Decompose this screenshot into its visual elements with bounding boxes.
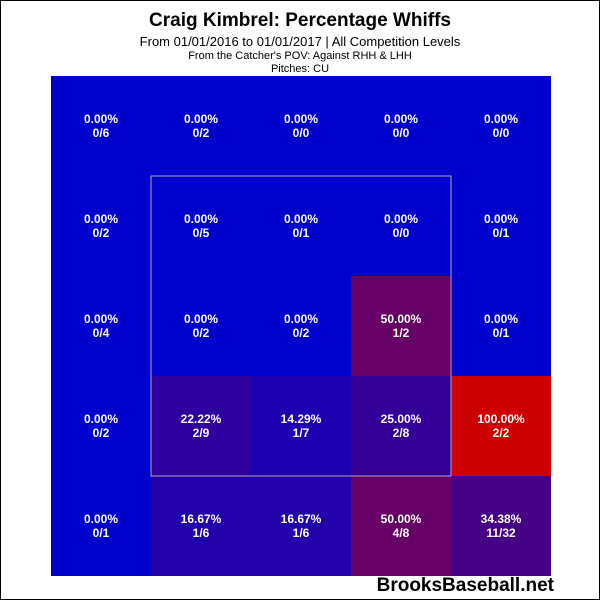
strike-zone-outline: [150, 175, 452, 477]
heatmap-cell-r3-c0: [51, 376, 151, 476]
cell-count-r4-c0: 0/1: [93, 526, 110, 540]
cell-count-r2-c4: 0/1: [493, 326, 510, 340]
heatmap-cell-r4-c0: [51, 476, 151, 576]
cell-count-r4-c3: 4/8: [393, 526, 410, 540]
cell-percentage-r0-c0: 0.00%: [84, 112, 118, 126]
cell-count-r1-c3: 0/0: [393, 226, 410, 240]
cell-percentage-r3-c1: 22.22%: [181, 412, 222, 426]
cell-percentage-r1-c2: 0.00%: [284, 212, 318, 226]
cell-percentage-r1-c1: 0.00%: [184, 212, 218, 226]
heatmap-cell-r4-c2: [251, 476, 351, 576]
heatmap-cell-r3-c4: [451, 376, 551, 476]
cell-count-r2-c0: 0/4: [93, 326, 110, 340]
cell-count-r4-c4: 11/32: [486, 526, 516, 540]
heatmap-cell-r2-c2: [251, 276, 351, 376]
cell-count-r2-c1: 0/2: [193, 326, 210, 340]
cell-percentage-r0-c1: 0.00%: [184, 112, 218, 126]
heatmap-cell-r2-c0: [51, 276, 151, 376]
heatmap-cell-r2-c4: [451, 276, 551, 376]
heatmap-cell-r1-c1: [151, 176, 251, 276]
cell-percentage-r1-c0: 0.00%: [84, 212, 118, 226]
heatmap-cell-r3-c2: [251, 376, 351, 476]
cell-count-r4-c1: 1/6: [193, 526, 210, 540]
cell-count-r1-c2: 0/1: [293, 226, 310, 240]
heatmap-cell-r1-c3: [351, 176, 451, 276]
heatmap-cell-r4-c4: [451, 476, 551, 576]
cell-count-r0-c0: 0/6: [93, 126, 110, 140]
cell-count-r0-c2: 0/0: [293, 126, 310, 140]
cell-percentage-r2-c2: 0.00%: [284, 312, 318, 326]
cell-percentage-r4-c4: 34.38%: [481, 512, 522, 526]
pov-caption: From the Catcher's POV: Against RHH & LH…: [188, 50, 412, 62]
heatmap-cell-r0-c4: [451, 76, 551, 176]
cell-count-r0-c4: 0/0: [493, 126, 510, 140]
cell-percentage-r2-c3: 50.00%: [381, 312, 422, 326]
heatmap-cell-r2-c3: [351, 276, 451, 376]
cell-percentage-r3-c3: 25.00%: [381, 412, 422, 426]
cell-percentage-r0-c3: 0.00%: [384, 112, 418, 126]
heatmap-cell-r1-c4: [451, 176, 551, 276]
heatmap-cell-r4-c1: [151, 476, 251, 576]
cell-count-r3-c4: 2/2: [493, 426, 510, 440]
heatmap-cell-r0-c2: [251, 76, 351, 176]
cell-count-r0-c3: 0/0: [393, 126, 410, 140]
heatmap-cell-r2-c1: [151, 276, 251, 376]
cell-percentage-r3-c2: 14.29%: [281, 412, 322, 426]
cell-percentage-r0-c4: 0.00%: [484, 112, 518, 126]
cell-count-r1-c0: 0/2: [93, 226, 110, 240]
cell-percentage-r2-c0: 0.00%: [84, 312, 118, 326]
heatmap-cell-r1-c2: [251, 176, 351, 276]
heatmap-cell-r0-c3: [351, 76, 451, 176]
cell-count-r1-c1: 0/5: [193, 226, 210, 240]
cell-count-r3-c2: 1/7: [293, 426, 310, 440]
cell-percentage-r4-c2: 16.67%: [281, 512, 322, 526]
cell-percentage-r3-c4: 100.00%: [477, 412, 525, 426]
chart-subtitle: From 01/01/2016 to 01/01/2017 | All Comp…: [139, 34, 461, 49]
pitches-caption: Pitches: CU: [270, 63, 330, 75]
chart-title: Craig Kimbrel: Percentage Whiffs: [149, 10, 451, 31]
cell-percentage-r2-c4: 0.00%: [484, 312, 518, 326]
heatmap-cell-r3-c1: [151, 376, 251, 476]
cell-count-r2-c2: 0/2: [293, 326, 310, 340]
cell-percentage-r4-c0: 0.00%: [84, 512, 118, 526]
heatmap-cell-r4-c3: [351, 476, 451, 576]
heatmap-cell-r0-c0: [51, 76, 151, 176]
heatmap-cell-r0-c1: [151, 76, 251, 176]
heatmap-cell-r1-c0: [51, 176, 151, 276]
cell-percentage-r4-c3: 50.00%: [381, 512, 422, 526]
cell-percentage-r3-c0: 0.00%: [84, 412, 118, 426]
cell-count-r3-c3: 2/8: [393, 426, 410, 440]
cell-percentage-r1-c4: 0.00%: [484, 212, 518, 226]
cell-count-r2-c3: 1/2: [393, 326, 410, 340]
cell-count-r3-c1: 2/9: [193, 426, 210, 440]
cell-percentage-r0-c2: 0.00%: [284, 112, 318, 126]
cell-count-r3-c0: 0/2: [93, 426, 110, 440]
heatmap-cell-r3-c3: [351, 376, 451, 476]
cell-percentage-r1-c3: 0.00%: [384, 212, 418, 226]
cell-count-r1-c4: 0/1: [493, 226, 510, 240]
brooksbaseball-watermark: BrooksBaseball.net: [376, 575, 554, 596]
cell-count-r4-c2: 1/6: [293, 526, 310, 540]
cell-percentage-r4-c1: 16.67%: [181, 512, 222, 526]
cell-count-r0-c1: 0/2: [193, 126, 210, 140]
cell-percentage-r2-c1: 0.00%: [184, 312, 218, 326]
